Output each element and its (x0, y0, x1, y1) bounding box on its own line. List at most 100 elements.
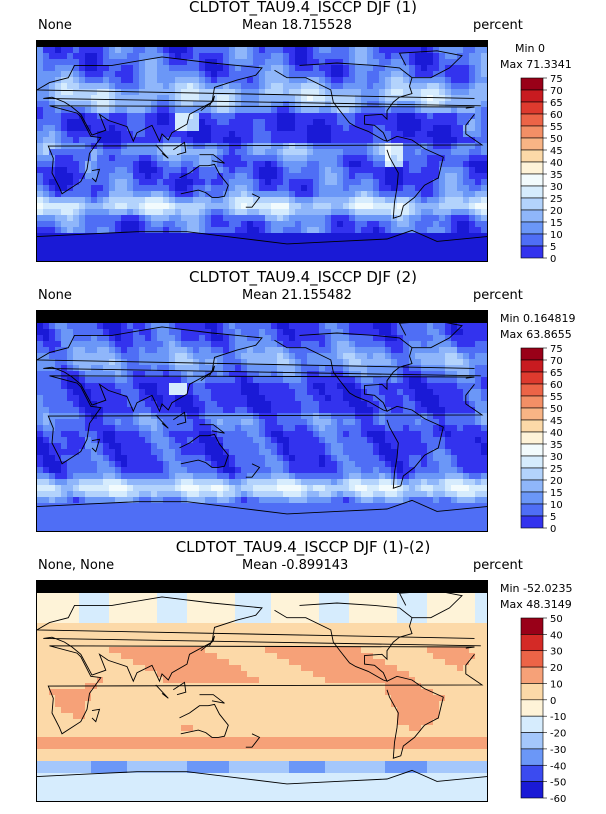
field-cell (85, 323, 92, 330)
field-cell (97, 239, 104, 246)
field-cell (253, 251, 260, 258)
field-cell (187, 77, 194, 84)
field-cell (235, 431, 242, 438)
field-cell (85, 101, 92, 108)
field-cell (367, 173, 374, 180)
field-cell (157, 209, 164, 216)
field-cell (397, 161, 404, 168)
field-cell (289, 359, 296, 366)
field-cell (91, 155, 98, 162)
field-cell (373, 461, 380, 468)
field-cell (325, 251, 332, 258)
field-cell (61, 77, 68, 84)
field-cell (85, 221, 92, 228)
field-cell (469, 119, 476, 126)
field-cell (121, 239, 128, 246)
colorbar-box (520, 101, 544, 115)
field-cell (265, 215, 272, 222)
field-cell (481, 431, 487, 438)
field-cell (43, 341, 50, 348)
field-cell (169, 191, 176, 198)
field-cell (235, 107, 242, 114)
field-cell (145, 377, 152, 384)
field-cell (91, 215, 98, 222)
field-cell (379, 119, 386, 126)
field-cell (475, 395, 482, 402)
field-cell (73, 347, 80, 354)
field-cell (223, 137, 230, 144)
field-cell (295, 401, 302, 408)
field-cell (343, 53, 350, 60)
field-cell (163, 101, 170, 108)
field-cell (367, 185, 374, 192)
field-cell (229, 425, 236, 432)
field-cell (373, 239, 380, 246)
field-cell (259, 419, 266, 426)
field-cell (235, 191, 242, 198)
field-cell (301, 185, 308, 192)
field-cell (373, 125, 380, 132)
field-cell (331, 167, 338, 174)
field-cell (85, 335, 92, 342)
field-cell (67, 221, 74, 228)
field-cell (157, 317, 164, 324)
field-cell (349, 149, 356, 156)
field-cell (259, 47, 266, 54)
field-cell (169, 329, 176, 336)
field-cell (163, 143, 170, 150)
colorbar-tick-label: 50 (550, 134, 563, 145)
field-cell (409, 449, 416, 456)
field-cell (67, 479, 74, 486)
field-cell (433, 101, 440, 108)
field-cell (49, 41, 56, 48)
field-cell (121, 335, 128, 342)
field-cell (223, 215, 230, 222)
field-cell (193, 401, 200, 408)
field-cell (247, 191, 254, 198)
field-cell (295, 431, 302, 438)
field-cell (43, 83, 50, 90)
field-cell (199, 251, 206, 258)
field-cell (307, 53, 314, 60)
field-cell (139, 395, 146, 402)
field-cell (367, 233, 374, 240)
field-cell (301, 215, 308, 222)
field-cell (349, 251, 356, 258)
field-cell (319, 173, 326, 180)
field-cell (259, 77, 266, 84)
field-cell (343, 89, 350, 96)
field-cell (337, 131, 344, 138)
field-cell (343, 227, 350, 234)
field-cell (319, 197, 326, 204)
field-cell (481, 473, 487, 480)
field-cell (103, 437, 110, 444)
field-cell (301, 59, 308, 66)
field-cell (85, 479, 92, 486)
field-cell (469, 161, 476, 168)
field-cell (205, 245, 212, 252)
field-cell (271, 395, 278, 402)
field-cell (349, 239, 356, 246)
field-cell (73, 89, 80, 96)
field-cell (301, 257, 308, 261)
field-cell (241, 113, 248, 120)
field-cell (97, 197, 104, 204)
colorbar-tick-label: 30 (550, 182, 563, 193)
field-cell (43, 257, 50, 261)
field-cell (49, 209, 56, 216)
field-cell (457, 41, 464, 48)
field-cell (193, 473, 200, 480)
field-cell (409, 323, 416, 330)
field-cell (109, 407, 116, 414)
field-cell (211, 251, 218, 258)
field-cell (475, 365, 482, 372)
field-cell (403, 197, 410, 204)
field-cell (235, 395, 242, 402)
field-cell (397, 443, 404, 450)
field-cell (295, 65, 302, 72)
field-cell (457, 227, 464, 234)
field-cell (259, 179, 266, 186)
field-cell (391, 401, 398, 408)
field-cell (289, 125, 296, 132)
field-cell (67, 83, 74, 90)
